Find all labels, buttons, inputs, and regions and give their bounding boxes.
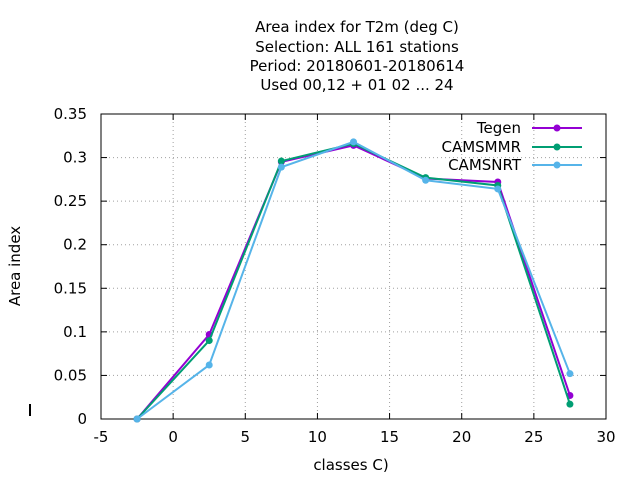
axis-ticks	[100, 113, 607, 420]
legend-swatch-point	[553, 124, 561, 132]
x-tick-label: 10	[308, 428, 327, 446]
y-tick-label: 0.05	[54, 366, 87, 384]
data-point	[566, 370, 574, 378]
data-point	[133, 415, 141, 423]
x-tick-label: 30	[596, 428, 615, 446]
data-point	[205, 361, 213, 369]
x-tick-label: -5	[94, 428, 109, 446]
y-tick-label: 0.2	[63, 236, 87, 254]
title-line-1: Area index for T2m (deg C)	[255, 18, 459, 36]
y-tick-label: 0.1	[63, 323, 87, 341]
legend-item: Tegen	[476, 119, 582, 137]
data-series	[133, 138, 574, 423]
legend-swatch-point	[553, 143, 561, 151]
series-camsmmr	[133, 140, 574, 423]
gridlines	[101, 114, 606, 419]
x-tick-label: 5	[241, 428, 251, 446]
data-point	[277, 163, 285, 171]
y-tick-label: 0.25	[54, 192, 87, 210]
series-line	[136, 142, 571, 420]
y-tick-label: 0	[77, 410, 87, 428]
series-camsnrt	[133, 138, 574, 423]
chart-title: Area index for T2m (deg C) Selection: AL…	[250, 18, 465, 94]
series-tegen	[133, 141, 574, 423]
legend-swatch-point	[553, 161, 561, 169]
series-line	[136, 140, 571, 420]
legend-item: CAMSMMR	[441, 138, 582, 156]
data-point	[205, 337, 213, 345]
data-point	[277, 157, 285, 165]
data-point	[422, 176, 430, 184]
x-tick-label: 15	[380, 428, 399, 446]
legend-label: CAMSMMR	[441, 138, 521, 156]
y-tick-label: 0.3	[63, 149, 87, 167]
y-tick-labels: 0 0.05 0.1 0.15 0.2 0.25 0.3 0.35	[54, 105, 87, 428]
title-line-2: Selection: ALL 161 stations	[255, 38, 459, 56]
legend-label: Tegen	[476, 119, 521, 137]
title-line-3: Period: 20180601-20180614	[250, 57, 465, 75]
data-point	[494, 185, 502, 193]
data-point	[566, 400, 574, 408]
y-tick-label: 0.15	[54, 279, 87, 297]
x-axis-label: classes C)	[313, 456, 388, 474]
legend-item: CAMSNRT	[448, 156, 582, 174]
data-point	[350, 138, 357, 146]
y-axis-label: Area index	[6, 226, 24, 306]
y-tick-label: 0.35	[54, 105, 87, 123]
plot-border	[100, 113, 607, 420]
x-tick-labels: -5 0 5 10 15 20 25 30	[94, 428, 616, 446]
x-tick-label: 20	[452, 428, 471, 446]
title-line-4: Used 00,12 + 01 02 ... 24	[260, 76, 453, 94]
x-tick-label: 25	[524, 428, 543, 446]
series-line	[136, 144, 571, 420]
x-tick-label: 0	[168, 428, 178, 446]
legend-label: CAMSNRT	[448, 156, 522, 174]
